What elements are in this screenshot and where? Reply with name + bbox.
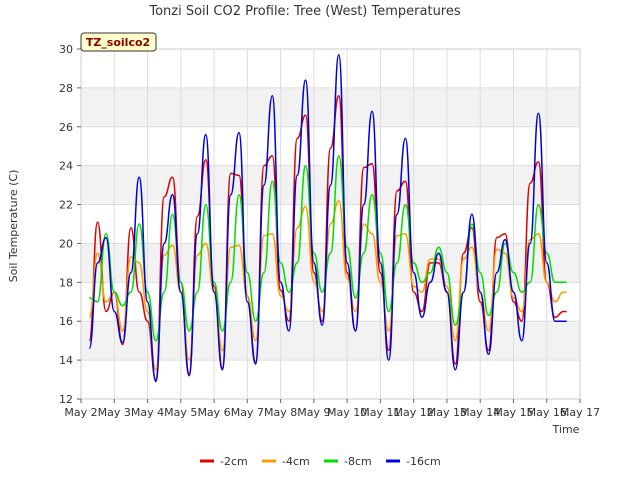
badge: TZ_soilco2 — [80, 32, 157, 52]
y-tick-label: 28 — [59, 82, 73, 95]
x-axis-ticks: May 2 May 3 May 4 May 5 May 6 May 7 May 8 May 9… — [64, 399, 600, 419]
y-tick-label: 26 — [59, 121, 73, 134]
plot-band — [81, 243, 580, 283]
legend-label: -16cm — [406, 455, 441, 468]
badge-label: TZ_soilco2 — [86, 36, 150, 49]
series-line--16cm — [88, 54, 567, 383]
y-axis-ticks: 12 14 16 18 20 22 24 26 28 30 — [59, 43, 81, 406]
x-tick-label: May 15 — [493, 406, 533, 419]
chart-title: Tonzi Soil CO2 Profile: Tree (West) Temp… — [148, 4, 461, 19]
y-tick-label: 18 — [59, 276, 73, 289]
plot-band — [81, 87, 580, 127]
y-tick-label: 20 — [59, 237, 73, 250]
plot-background — [81, 49, 580, 399]
legend-label: -4cm — [282, 455, 310, 468]
x-tick-label: May 8 — [264, 406, 297, 419]
y-tick-label: 22 — [59, 199, 73, 212]
x-tick-label: May 2 — [64, 406, 97, 419]
x-tick-label: May 7 — [231, 406, 264, 419]
y-axis-title: Soil Temperature (C) — [7, 170, 20, 283]
x-tick-label: May 4 — [131, 406, 164, 419]
legend-label: -8cm — [344, 455, 372, 468]
x-tick-label: May 3 — [98, 406, 131, 419]
x-tick-label: May 11 — [360, 406, 400, 419]
x-tick-label: May 17 — [560, 406, 600, 419]
x-tick-label: May 6 — [197, 406, 230, 419]
legend: -2cm -4cm -8cm -16cm — [200, 455, 441, 468]
x-tick-label: May 13 — [427, 406, 467, 419]
y-tick-label: 30 — [59, 43, 73, 56]
x-tick-label: May 12 — [394, 406, 434, 419]
plot-band — [81, 321, 580, 361]
x-tick-label: May 9 — [297, 406, 330, 419]
legend-label: -2cm — [220, 455, 248, 468]
x-tick-label: May 16 — [527, 406, 567, 419]
y-tick-label: 24 — [59, 160, 73, 173]
x-tick-label: May 5 — [164, 406, 197, 419]
plot-frame — [80, 48, 581, 400]
series-group — [88, 54, 567, 383]
x-tick-label: May 14 — [460, 406, 500, 419]
y-tick-label: 16 — [59, 315, 73, 328]
y-tick-label: 14 — [59, 354, 73, 367]
badge-box — [80, 32, 157, 52]
x-axis-title: Time — [552, 423, 580, 436]
x-tick-label: May 10 — [327, 406, 367, 419]
y-tick-label: 12 — [59, 393, 73, 406]
